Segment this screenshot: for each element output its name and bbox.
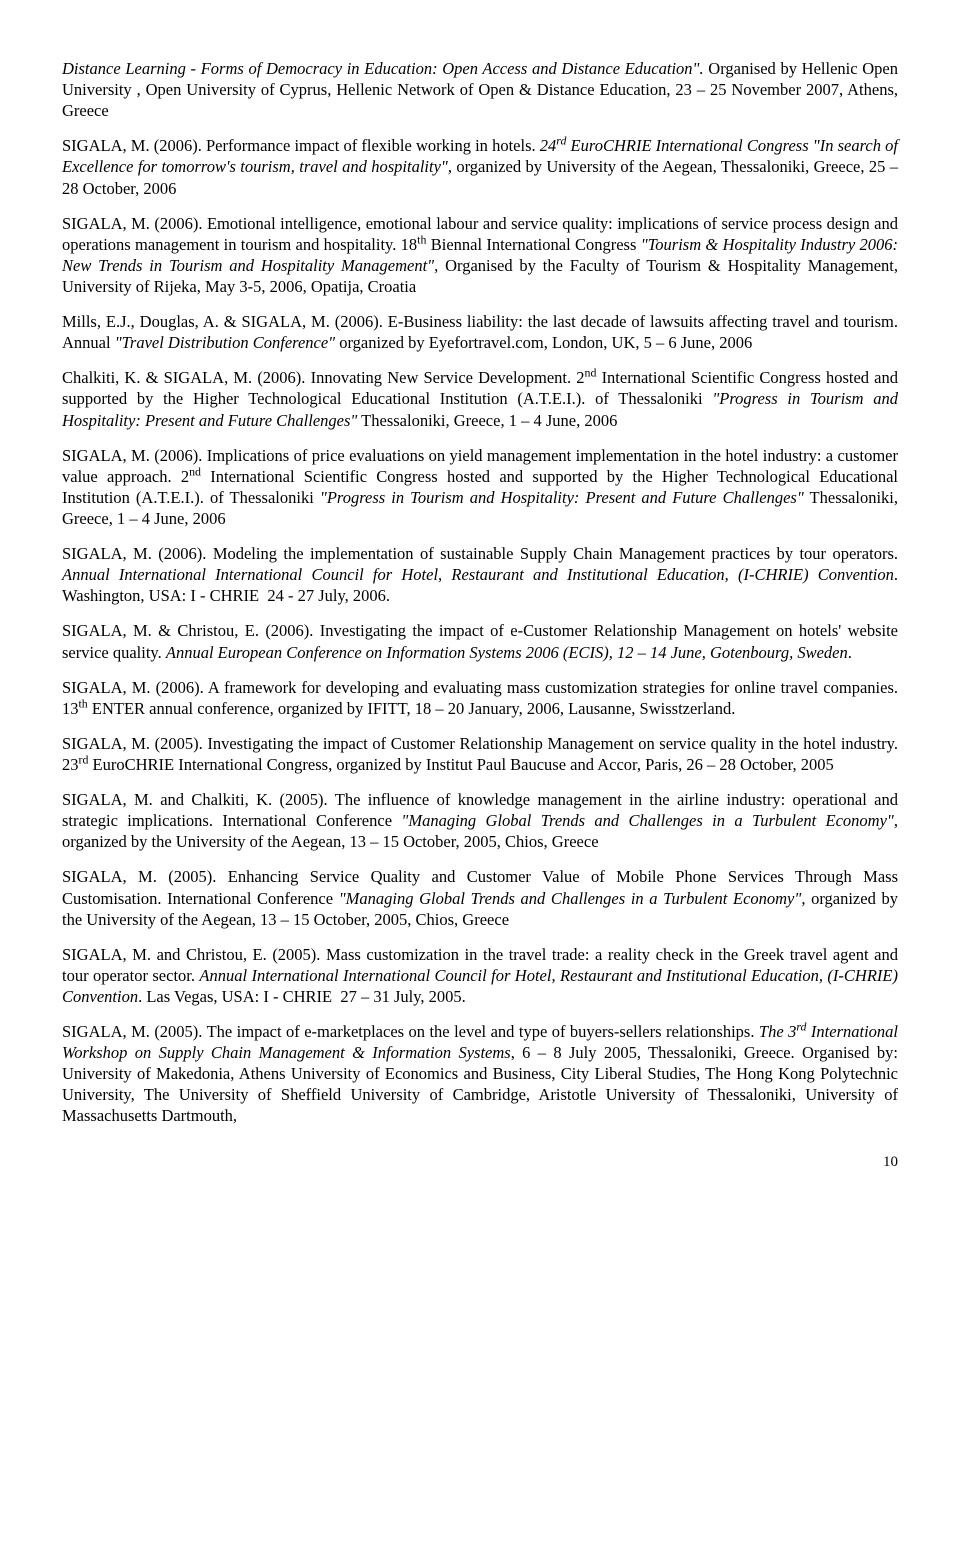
reference-paragraph: SIGALA, M. (2005). The impact of e-marke…: [62, 1021, 898, 1127]
reference-paragraph: SIGALA, M. (2005). Investigating the imp…: [62, 733, 898, 775]
reference-paragraph: SIGALA, M. (2006). Modeling the implemen…: [62, 543, 898, 606]
reference-paragraph: Distance Learning - Forms of Democracy i…: [62, 58, 898, 121]
reference-paragraph: SIGALA, M. and Christou, E. (2005). Mass…: [62, 944, 898, 1007]
reference-paragraph: SIGALA, M. (2006). Performance impact of…: [62, 135, 898, 198]
reference-paragraph: SIGALA, M. and Chalkiti, K. (2005). The …: [62, 789, 898, 852]
reference-paragraph: SIGALA, M. (2006). Emotional intelligenc…: [62, 213, 898, 297]
reference-paragraph: SIGALA, M. (2006). A framework for devel…: [62, 677, 898, 719]
page-number: 10: [62, 1153, 898, 1172]
reference-paragraph: SIGALA, M. & Christou, E. (2006). Invest…: [62, 620, 898, 662]
reference-paragraph: Mills, E.J., Douglas, A. & SIGALA, M. (2…: [62, 311, 898, 353]
reference-paragraph: SIGALA, M. (2006). Implications of price…: [62, 445, 898, 529]
reference-paragraph: SIGALA, M. (2005). Enhancing Service Qua…: [62, 866, 898, 929]
document-body: Distance Learning - Forms of Democracy i…: [62, 58, 898, 1127]
reference-paragraph: Chalkiti, K. & SIGALA, M. (2006). Innova…: [62, 367, 898, 430]
